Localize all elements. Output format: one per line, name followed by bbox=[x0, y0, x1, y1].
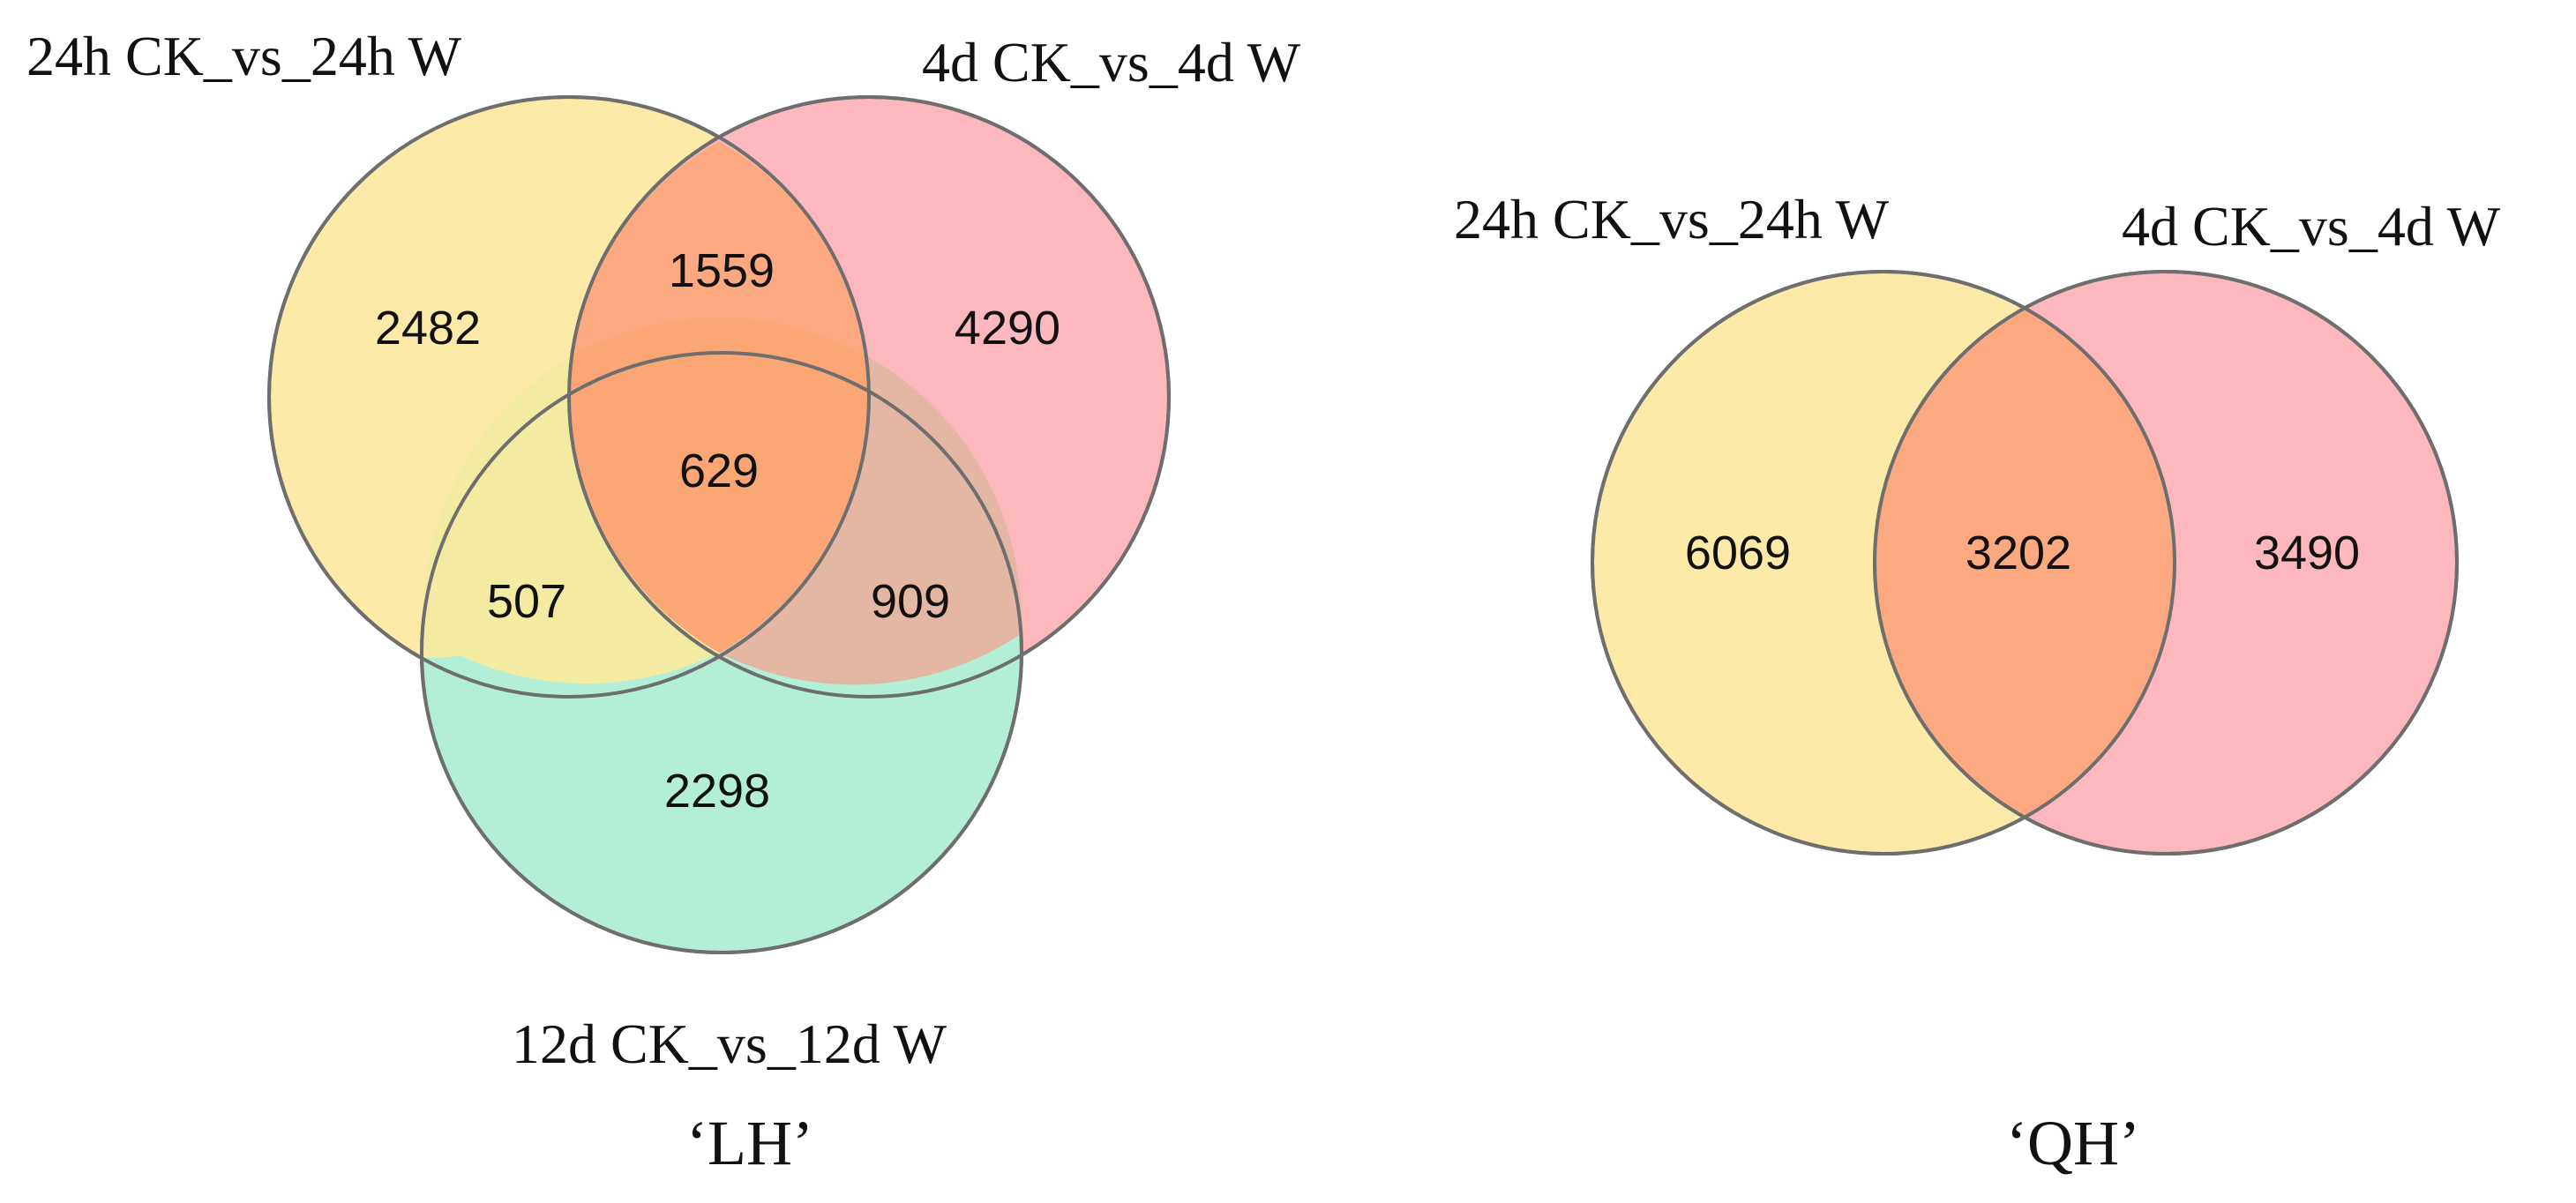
qh-venn: 24h CK_vs_24h W 4d CK_vs_4d W 6069 3202 … bbox=[1454, 188, 2501, 1178]
qh-ab-region bbox=[1874, 308, 2175, 818]
lh-venn: 24h CK_vs_24h W 4d CK_vs_4d W 12d CK_vs_… bbox=[26, 25, 1301, 1178]
lh-ac-region bbox=[423, 356, 719, 684]
lh-abc-region bbox=[568, 317, 870, 653]
lh-set-a-outline bbox=[267, 95, 871, 699]
lh-count-c-only: 2298 bbox=[664, 765, 770, 818]
qh-panel-title: ‘QH’ bbox=[2006, 1108, 2140, 1178]
qh-count-a-only: 6069 bbox=[1685, 527, 1791, 579]
qh-count-b-only: 3490 bbox=[2254, 527, 2360, 579]
qh-set-a-label: 24h CK_vs_24h W bbox=[1454, 188, 1890, 250]
qh-set-a-outline bbox=[1591, 270, 2176, 856]
lh-count-ab: 1559 bbox=[669, 244, 775, 297]
qh-count-ab: 3202 bbox=[1966, 527, 2071, 579]
lh-count-bc: 909 bbox=[871, 575, 950, 628]
lh-count-a-only: 2482 bbox=[375, 302, 481, 355]
lh-count-abc: 629 bbox=[679, 445, 759, 497]
lh-set-b-label: 4d CK_vs_4d W bbox=[922, 31, 1301, 93]
lh-set-c-label: 12d CK_vs_12d W bbox=[512, 1012, 947, 1075]
lh-count-b-only: 4290 bbox=[955, 302, 1060, 355]
qh-set-b-outline bbox=[1873, 270, 2459, 856]
lh-ab-region bbox=[571, 141, 867, 356]
qh-set-b-label: 4d CK_vs_4d W bbox=[2122, 195, 2501, 258]
lh-set-b-outline bbox=[567, 95, 1171, 699]
lh-set-a-label: 24h CK_vs_24h W bbox=[26, 25, 462, 87]
lh-panel-title: ‘LH’ bbox=[686, 1108, 813, 1178]
lh-count-ac: 507 bbox=[487, 575, 566, 628]
lh-set-c-outline bbox=[420, 351, 1023, 954]
